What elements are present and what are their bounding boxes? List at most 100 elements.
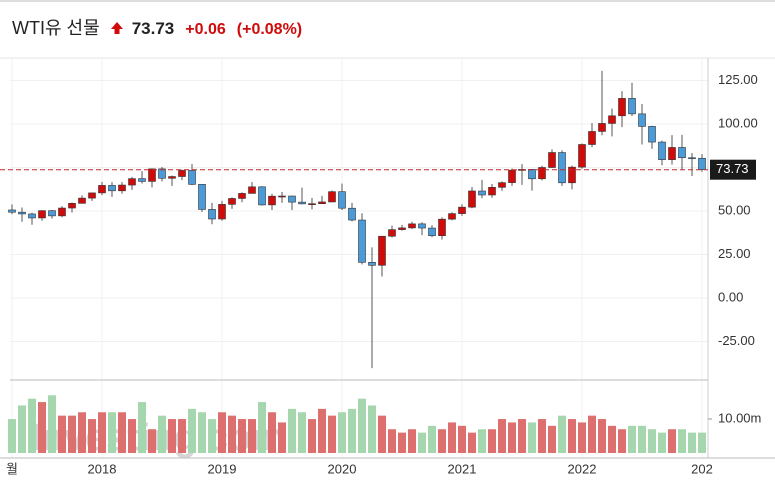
volume-bar [598,419,606,453]
candle-body [568,166,576,184]
candle-body [338,191,346,209]
candle-body [478,190,486,196]
volume-bar [318,408,326,453]
candle-body [458,206,466,214]
candle-body [68,203,76,209]
volume-bar [428,425,436,453]
volume-tick-label: 10.00m [718,410,761,425]
candle-body [238,193,246,199]
volume-bar [518,419,526,453]
volume-bar [88,419,96,453]
change-percent: (+0.08%) [236,21,303,38]
volume-bar [548,425,556,453]
candle-body [358,219,366,263]
candle-body [498,182,506,188]
candle-body [168,176,176,179]
volume-bar [208,419,216,453]
candle-body [78,197,86,204]
y-tick-label: 125.00 [718,72,758,87]
volume-bar [558,415,566,453]
candle-body [368,262,376,266]
candle-body [348,207,356,221]
volume-bar [148,429,156,453]
volume-bar [588,415,596,453]
volume-bar [688,432,696,453]
volume-bar [278,422,286,453]
volume-bar [468,432,476,453]
volume-bar [528,422,536,453]
candle-body [588,131,596,145]
candle-body [658,141,666,160]
volume-bar [488,429,496,453]
candle-body [638,113,646,127]
volume-bar [438,429,446,453]
up-arrow [110,22,123,34]
volume-bar [658,432,666,453]
x-tick-label: 월 [6,461,18,476]
title: WTI유 선물 [12,18,100,38]
volume-bar [478,429,486,453]
volume-bar [408,429,416,453]
candle-body [688,157,696,160]
change: +0.06 [185,21,226,38]
candle-body [218,204,226,220]
volume-bar [628,425,636,453]
candle-body [288,195,296,203]
candle-body [388,229,396,237]
volume-bar [138,402,146,453]
volume-bar [618,429,626,453]
candle-body [418,223,426,229]
volume-bar [538,419,546,453]
x-tick-label: 2019 [208,461,237,476]
volume-bar [678,429,686,453]
volume-bar [58,415,66,453]
candle-body [98,185,106,194]
candle-body [488,187,496,196]
candle-body [668,147,676,160]
volume-bar [108,412,116,453]
candle-body [18,211,26,215]
candle-body [208,209,216,220]
volume-bar [288,408,296,453]
volume-bar [78,412,86,453]
candle-body [58,207,66,217]
candle-body [598,123,606,132]
volume-bar [388,429,396,453]
volume-bar [178,419,186,453]
volume-bar [128,419,136,453]
candle-body [678,147,686,159]
candle-body [698,157,706,170]
volume-bar [498,419,506,453]
candle-body [88,192,96,199]
volume-bar [158,415,166,453]
candle-body [278,195,286,198]
volume-bar [448,422,456,453]
volume-bar [268,412,276,453]
volume-bar [258,402,266,453]
x-tick-label: 2018 [88,461,117,476]
candle-body [188,170,196,185]
candle-body [8,209,16,213]
candle-body [128,178,136,186]
volume-bar [298,412,306,453]
candle-body [328,191,336,203]
price: 73.73 [131,19,175,38]
volume-bar [378,415,386,453]
volume-bar [28,398,36,453]
volume-bar [508,422,516,453]
volume-bar [238,419,246,453]
y-tick-label: 100.00 [718,115,758,130]
volume-bar [228,415,236,453]
volume-bar [698,432,706,453]
volume-bar [168,419,176,453]
candle-body [178,170,186,177]
volume-bar [458,425,466,453]
candle-body [38,210,46,219]
volume-bar [18,405,26,453]
candle-body [268,195,276,206]
volume-bar [668,429,676,453]
volume-bar [638,425,646,453]
candle-body [248,186,256,194]
volume-bar [198,412,206,453]
header: WTI유 선물 73.73 +0.06 (+0.08%) [12,14,308,40]
